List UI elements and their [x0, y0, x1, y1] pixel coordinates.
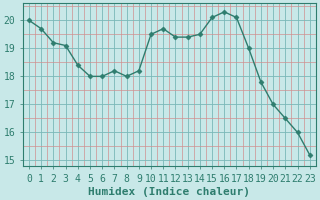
- X-axis label: Humidex (Indice chaleur): Humidex (Indice chaleur): [88, 186, 250, 197]
